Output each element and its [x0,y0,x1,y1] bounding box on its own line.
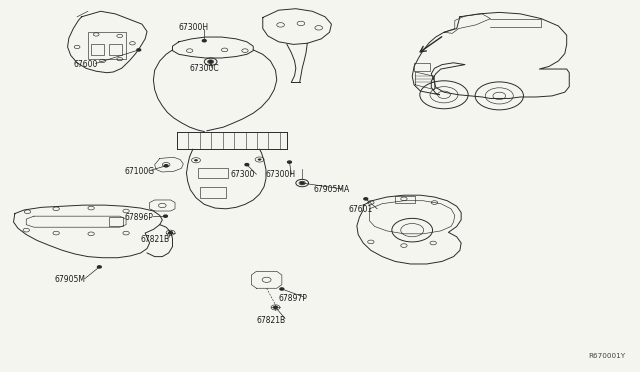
Bar [395,196,415,202]
Circle shape [209,61,212,63]
Circle shape [273,306,277,308]
Circle shape [364,198,368,200]
Circle shape [164,165,168,167]
Text: 67300H: 67300H [266,170,296,179]
Bar [198,168,228,178]
Bar [109,44,122,55]
Circle shape [202,39,206,42]
Text: 67100G: 67100G [125,167,155,176]
Text: 67905M: 67905M [54,275,85,284]
Text: 67300H: 67300H [179,23,209,32]
Circle shape [245,164,249,166]
Circle shape [280,288,284,290]
Bar [91,44,104,55]
Text: 67821B: 67821B [141,235,170,244]
Bar [414,63,430,71]
Text: 67896P: 67896P [125,213,154,222]
Text: 67905MA: 67905MA [314,185,350,194]
Circle shape [164,215,168,217]
Text: 67600: 67600 [74,60,99,69]
Bar [88,32,126,59]
Circle shape [169,232,173,234]
Circle shape [137,49,141,51]
Text: R670001Y: R670001Y [588,353,625,359]
Bar [200,187,226,198]
Text: 67601: 67601 [349,205,373,214]
Text: 67300C: 67300C [189,64,220,73]
Circle shape [300,182,304,184]
Bar [109,217,123,227]
Circle shape [258,158,262,161]
Circle shape [194,159,198,161]
Text: 67300: 67300 [231,170,255,179]
Text: 67821B: 67821B [257,316,285,325]
Text: 67897P: 67897P [278,294,308,303]
Circle shape [97,266,101,268]
Circle shape [287,161,291,163]
